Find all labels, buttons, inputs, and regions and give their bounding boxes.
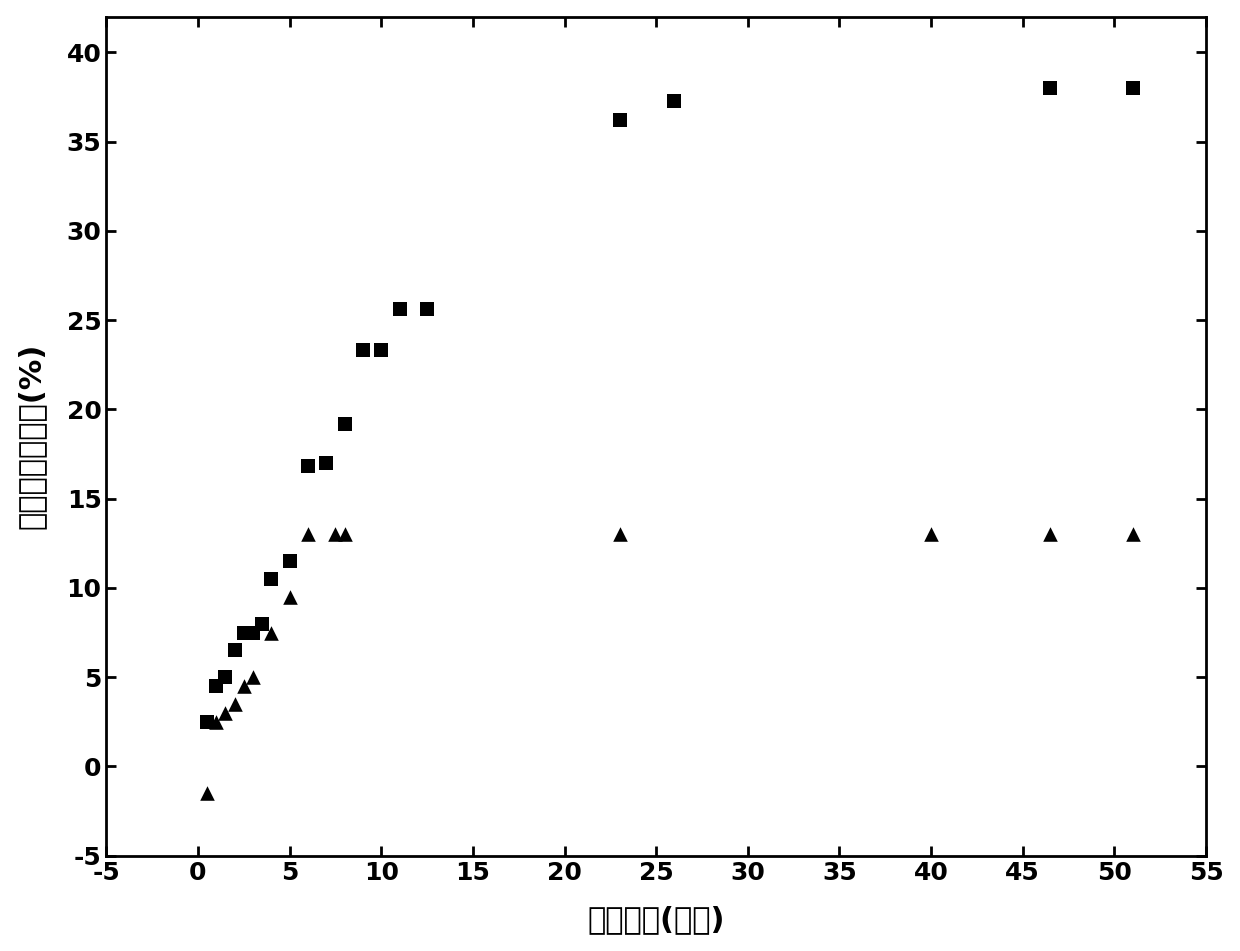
Point xyxy=(234,625,254,640)
Point xyxy=(280,590,300,605)
Point xyxy=(206,678,226,693)
Point xyxy=(206,714,226,729)
Point xyxy=(224,643,244,658)
Point xyxy=(610,112,630,127)
Point xyxy=(335,527,355,542)
Point xyxy=(921,527,941,542)
Point xyxy=(197,714,217,729)
Point xyxy=(1040,81,1060,96)
Point xyxy=(216,670,236,685)
Point xyxy=(262,572,281,587)
Point xyxy=(316,456,336,471)
Point xyxy=(262,625,281,640)
Point xyxy=(1040,527,1060,542)
Point xyxy=(280,553,300,569)
Point xyxy=(243,670,263,685)
Point xyxy=(665,93,684,108)
Point xyxy=(243,625,263,640)
Point xyxy=(335,416,355,431)
Point xyxy=(234,678,254,693)
Y-axis label: 药物累计释放率(%): 药物累计释放率(%) xyxy=(16,343,46,530)
Point xyxy=(298,459,317,475)
Point xyxy=(216,706,236,721)
Point xyxy=(224,696,244,711)
Point xyxy=(298,527,317,542)
Point xyxy=(353,343,373,359)
Point xyxy=(371,343,391,359)
Point xyxy=(610,527,630,542)
Point xyxy=(1122,527,1142,542)
Point xyxy=(417,301,436,317)
Point xyxy=(326,527,346,542)
Point xyxy=(197,786,217,801)
Point xyxy=(1122,81,1142,96)
X-axis label: 释放时间(小时): 释放时间(小时) xyxy=(588,905,725,934)
Point xyxy=(389,301,409,317)
Point xyxy=(252,616,272,631)
